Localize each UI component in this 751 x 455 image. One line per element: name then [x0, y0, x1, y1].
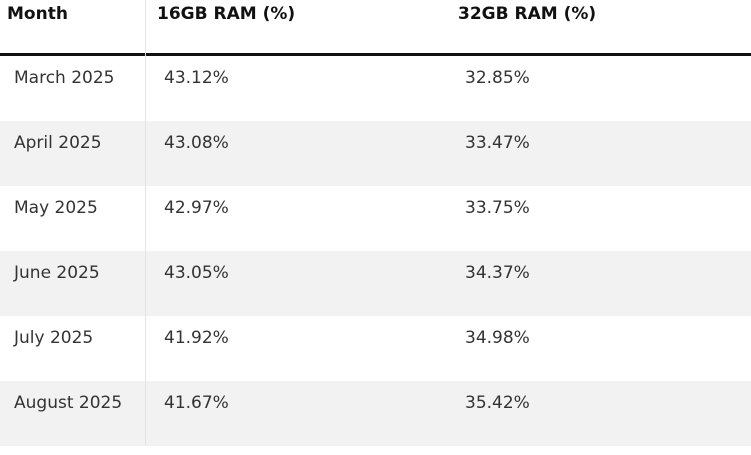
table-row: August 2025 41.67% 35.42%	[0, 381, 751, 446]
table-cell: 42.97%	[164, 198, 229, 218]
table-row: May 2025 42.97% 33.75%	[0, 186, 751, 251]
table-cell: 41.92%	[164, 328, 229, 348]
table-cell: July 2025	[14, 328, 94, 348]
header-cell: 16GB RAM (%)	[157, 4, 296, 24]
column-divider	[145, 0, 146, 445]
table-cell: 41.67%	[164, 393, 229, 413]
table-row: March 2025 43.12% 32.85%	[0, 56, 751, 121]
table-cell: March 2025	[14, 68, 115, 88]
table-cell: 33.47%	[465, 133, 530, 153]
table-row: June 2025 43.05% 34.37%	[0, 251, 751, 316]
table-cell: 35.42%	[465, 393, 530, 413]
table-cell: August 2025	[14, 393, 123, 413]
table-cell: April 2025	[14, 133, 102, 153]
table-row: April 2025 43.08% 33.47%	[0, 121, 751, 186]
table-cell: 34.98%	[465, 328, 530, 348]
header-cell: Month	[7, 4, 68, 24]
table-cell: June 2025	[14, 263, 100, 283]
table-row: July 2025 41.92% 34.98%	[0, 316, 751, 381]
table-cell: 33.75%	[465, 198, 530, 218]
table-header: Month 16GB RAM (%) 32GB RAM (%)	[0, 0, 751, 56]
table-cell: 32.85%	[465, 68, 530, 88]
table-cell: 34.37%	[465, 263, 530, 283]
header-cell: 32GB RAM (%)	[458, 4, 597, 24]
table-cell: May 2025	[14, 198, 98, 218]
table-cell: 43.08%	[164, 133, 229, 153]
table-cell: 43.12%	[164, 68, 229, 88]
table-cell: 43.05%	[164, 263, 229, 283]
